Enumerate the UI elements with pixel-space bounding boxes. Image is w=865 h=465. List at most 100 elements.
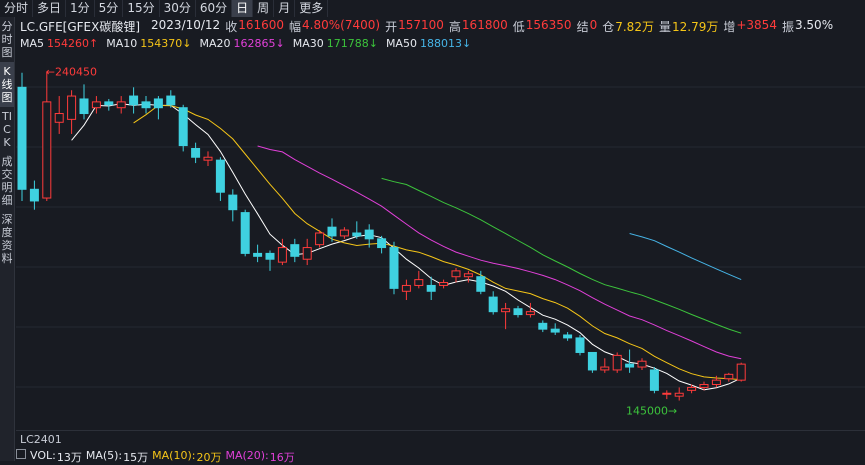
candle-body (575, 337, 585, 353)
ma5-value: 154260↑ (47, 37, 99, 50)
candle-up (67, 90, 77, 134)
candle-down (649, 367, 659, 394)
candle-down (79, 84, 89, 120)
high-annotation: ←240450 (46, 65, 97, 78)
candle-body (129, 95, 139, 106)
close-value: 161600 (238, 18, 285, 32)
candle-body (637, 360, 647, 368)
period-tab[interactable]: 1分 (66, 0, 95, 17)
vol-value: 13万 (56, 451, 82, 464)
ma10-value: 154370↓ (140, 37, 192, 50)
candle-up (463, 270, 473, 283)
candle-down (625, 349, 635, 373)
period-tab[interactable]: 多日 (33, 0, 67, 17)
candle-down (587, 351, 597, 373)
candle-body (736, 363, 746, 381)
candle-down (550, 323, 560, 335)
amplitude-value: 3.50% (794, 18, 834, 32)
period-tab[interactable]: 30分 (160, 0, 196, 17)
candle-down (488, 291, 498, 315)
period-tab[interactable]: 15分 (123, 0, 160, 17)
sidebar-tab-label: TICK (2, 110, 12, 149)
ma5-label: MA5 (20, 37, 45, 50)
change-label: 幅 (289, 20, 302, 34)
candle-body (203, 156, 213, 161)
candle-down (129, 87, 139, 114)
candle-body (414, 279, 424, 286)
candle-body (674, 392, 684, 397)
candle-up (637, 358, 647, 370)
candle-body (501, 308, 511, 313)
candle-down (389, 241, 399, 295)
candle-body (290, 244, 300, 257)
sidebar-tab[interactable]: TICK (0, 107, 14, 152)
candle-body (600, 366, 610, 371)
candle-body (724, 373, 734, 380)
candle-down (476, 270, 486, 295)
volume-legend: VOL: 13万 MA(5): 15万 MA(10): 20万 MA(20): … (16, 449, 299, 465)
collapse-toggle-icon[interactable] (16, 449, 26, 459)
low-value: 156350 (525, 18, 572, 32)
oi-value: 7.82万 (615, 20, 654, 34)
sidebar-tab[interactable]: 成交明细 (0, 152, 14, 210)
ma-legend-row: MA5 154260↑ MA10 154370↓ MA20 162865↓ MA… (20, 37, 474, 51)
candle-up (612, 352, 622, 373)
period-tab[interactable]: 日 (232, 0, 254, 17)
ma50-value: 188013↓ (419, 37, 472, 50)
candle-body (29, 188, 39, 202)
sidebar-tab-label: 分时图 (1, 20, 13, 59)
date-label: 2023/10/12 (151, 18, 221, 32)
candle-body (327, 226, 337, 237)
candle-down (426, 276, 436, 301)
candle-up (736, 362, 746, 382)
candle-down (191, 142, 201, 164)
open-label: 开 (385, 20, 398, 34)
candle-down (290, 238, 300, 263)
period-tab[interactable]: 月 (274, 0, 296, 17)
candle-up (724, 372, 734, 382)
ma50-line (629, 233, 742, 281)
sidebar-tab[interactable]: K线图 (0, 62, 14, 107)
candle-down (153, 96, 163, 120)
candle-up (315, 230, 325, 248)
candle-body (116, 101, 126, 109)
candle-body (42, 101, 52, 199)
sidebar-tab[interactable]: 深度资料 (0, 210, 14, 268)
candle-body (476, 276, 486, 292)
candle-up (42, 71, 52, 201)
candle-body (79, 98, 89, 115)
volume-label: 量 (658, 20, 671, 34)
candle-down (538, 320, 548, 333)
sidebar-tab[interactable]: 分时图 (0, 17, 14, 62)
candle-body (625, 363, 635, 368)
ma20-label: MA20 (199, 37, 231, 50)
candle-body (563, 334, 573, 339)
period-tab[interactable]: 60分 (196, 0, 233, 17)
candle-body (513, 308, 523, 316)
period-toolbar: 分时 多日 1分 5分 15分 30分 60分日周月更多 (0, 0, 865, 17)
candle-body (215, 159, 225, 193)
chart-divider (16, 430, 865, 431)
candle-body (153, 98, 163, 109)
open-value: 157100 (398, 18, 444, 32)
kline-chart[interactable]: ←240450 145000→ (16, 52, 865, 428)
candle-down (215, 157, 225, 201)
candle-body (265, 252, 275, 260)
amplitude-label: 振 (781, 20, 794, 34)
candle-down (178, 104, 188, 152)
settle-value: 0 (589, 18, 598, 32)
candle-up (439, 279, 449, 289)
candle-body (104, 101, 114, 106)
vol-ma5-value: 15万 (123, 451, 149, 464)
candle-body (649, 369, 659, 391)
candle-body (711, 379, 721, 386)
candle-up (699, 381, 709, 391)
period-tab[interactable]: 分时 (0, 0, 34, 17)
vol-ma10-label: MA(10): (152, 449, 196, 462)
candle-up (277, 238, 287, 266)
period-tab[interactable]: 更多 (295, 0, 329, 17)
period-tab[interactable]: 周 (253, 0, 275, 17)
period-tab[interactable]: 5分 (95, 0, 124, 17)
vol-ma20-value: 16万 (269, 451, 295, 464)
candle-up (401, 279, 411, 301)
